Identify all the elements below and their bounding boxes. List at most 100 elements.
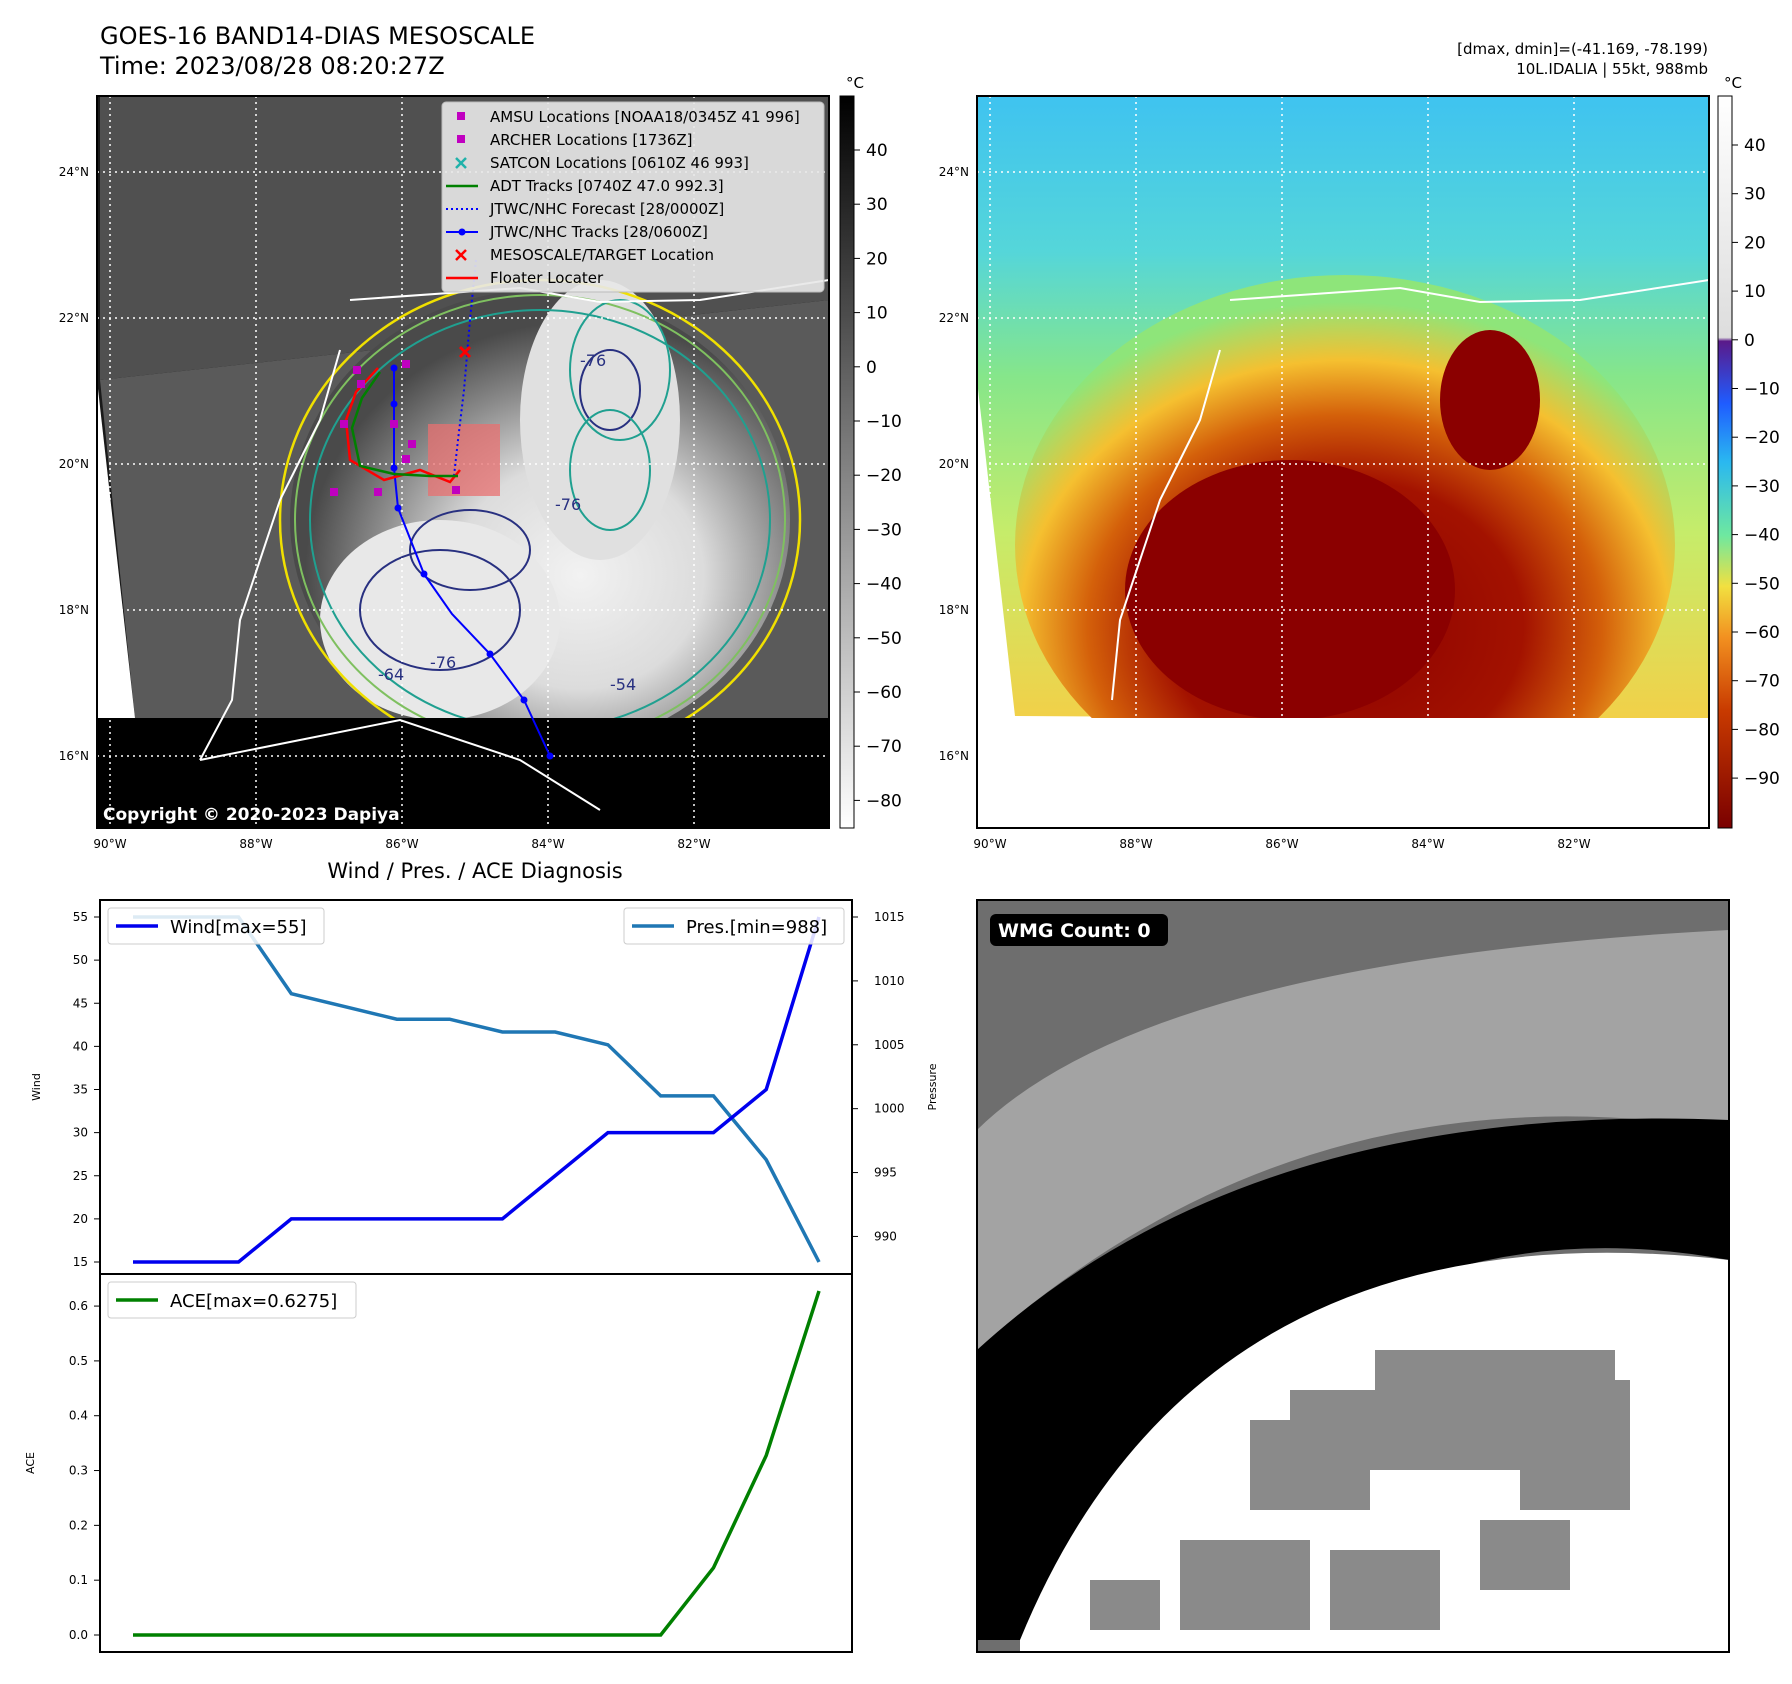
lat-label: 18°N — [939, 603, 969, 617]
lon-label: 90°W — [93, 837, 126, 851]
wmg-count-label: WMG Count: 0 — [998, 920, 1151, 942]
pressure-tick-label: 1005 — [874, 1038, 905, 1052]
contour-label: -54 — [610, 675, 636, 694]
lat-label: 22°N — [939, 311, 969, 325]
pressure-tick-label: 1000 — [874, 1102, 905, 1116]
wind-tick-label: 25 — [73, 1169, 88, 1183]
lat-label: 24°N — [939, 165, 969, 179]
colorbar-tick-label: −10 — [866, 412, 902, 432]
colorbar-tick-label: −60 — [866, 683, 902, 703]
ace-tick-label: 0.0 — [69, 1628, 88, 1642]
colorbar-tick-label: −90 — [1744, 769, 1780, 789]
pressure-tick-label: 995 — [874, 1166, 897, 1180]
colorbar-tick-label: −20 — [866, 466, 902, 486]
wmg-panel: WMG Count: 0 — [976, 899, 1730, 1653]
colorbar-tick-label: 10 — [1744, 282, 1766, 302]
pressure-axis-label: Pressure — [926, 1063, 939, 1110]
map-legend: AMSU Locations [NOAA18/0345Z 41 996] ARCH… — [441, 101, 825, 293]
ir-color-map — [977, 96, 1709, 828]
legend-marker — [455, 157, 467, 169]
legend-item: SATCON Locations [0610Z 46 993] — [455, 154, 749, 172]
lon-label: 82°W — [677, 837, 710, 851]
colorbar-unit: °C — [1724, 74, 1742, 92]
lon-label: 86°W — [1265, 837, 1298, 851]
ace-tick-label: 0.4 — [69, 1409, 88, 1423]
lat-label: 22°N — [59, 311, 89, 325]
lon-label: 88°W — [239, 837, 272, 851]
legend-label: MESOSCALE/TARGET Location — [490, 246, 714, 264]
figure-title: GOES-16 BAND14-DIAS MESOSCALE — [100, 22, 535, 50]
colorbar-tick-label: −80 — [1744, 720, 1780, 740]
colorbar-tick-label: −40 — [866, 575, 902, 595]
ir-gray-map: -76 -76 -76 -64 -54 Copyright © 2020-202… — [97, 96, 829, 828]
colorbar-tick-label: 20 — [866, 249, 888, 269]
legend-label: SATCON Locations [0610Z 46 993] — [490, 154, 749, 172]
ace-tick-label: 0.6 — [69, 1299, 88, 1313]
ace-line — [133, 1290, 821, 1637]
lat-label: 20°N — [59, 457, 89, 471]
dmax-dmin-label: [dmax, dmin]=(-41.169, -78.199) — [1457, 40, 1708, 58]
lat-label: 24°N — [59, 165, 89, 179]
legend-item: ADT Tracks [0740Z 47.0 992.3] — [446, 177, 724, 195]
lon-label: 88°W — [1119, 837, 1152, 851]
legend-item: JTWC/NHC Tracks [28/0600Z] — [446, 223, 708, 241]
colorbar-tick-label: −10 — [1744, 380, 1780, 400]
wind-tick-label: 45 — [73, 996, 88, 1010]
legend-item: AMSU Locations [NOAA18/0345Z 41 996] — [457, 108, 800, 126]
colorbar-tick-label: −50 — [1744, 574, 1780, 594]
lon-label: 82°W — [1557, 837, 1590, 851]
ace-tick-label: 0.5 — [69, 1354, 88, 1368]
colorbar-tick-label: 20 — [1744, 233, 1766, 253]
wind-tick-label: 50 — [73, 953, 88, 967]
wind-line — [133, 916, 821, 1264]
contour-label: -64 — [378, 665, 404, 684]
pressure-tick-label: 1015 — [874, 910, 905, 924]
legend-item: MESOSCALE/TARGET Location — [455, 246, 714, 264]
colorbar-tick-label: 0 — [866, 358, 877, 378]
colorbar-tick-label: −70 — [866, 737, 902, 757]
colorbar-gray: °C 40 30 20 10 0 −10 −20 −30 −40 −50 −60 −70 −80 — [839, 74, 902, 829]
wind-tick-label: 20 — [73, 1212, 88, 1226]
lat-label: 16°N — [59, 749, 89, 763]
ace-tick-label: 0.1 — [69, 1573, 88, 1587]
colorbar-tick-label: −60 — [1744, 623, 1780, 643]
lat-label: 20°N — [939, 457, 969, 471]
colorbar-tick-label: 40 — [866, 141, 888, 161]
colorbar-tick-label: −50 — [866, 629, 902, 649]
legend-item: ARCHER Locations [1736Z] — [457, 131, 693, 149]
legend-label: JTWC/NHC Forecast [28/0000Z] — [489, 200, 724, 218]
ace-legend: ACE[max=0.6275] — [107, 1281, 357, 1319]
colorbar-tick-label: −70 — [1744, 672, 1780, 692]
colorbar-unit: °C — [846, 74, 864, 92]
legend-marker — [455, 249, 467, 261]
contour-label: -76 — [555, 495, 581, 514]
pressure-legend: Pres.[min=988] — [623, 907, 845, 945]
colorbar-tick-label: −30 — [1744, 477, 1780, 497]
colorbar-color: °C 40 30 20 10 0 −10 −20 −30 −40 −50 −60 −70 −80 −90 — [1717, 74, 1780, 829]
pressure-tick-label: 990 — [874, 1229, 897, 1243]
ace-chart: 0.6 0.5 0.4 0.3 0.2 0.1 0.0 ACE ACE[max=0.6275… — [24, 1273, 853, 1653]
storm-info-label: 10L.IDALIA | 55kt, 988mb — [1516, 60, 1708, 78]
wind-tick-label: 35 — [73, 1083, 88, 1097]
legend-item: JTWC/NHC Forecast [28/0000Z] — [446, 200, 724, 218]
wind-tick-label: 40 — [73, 1039, 88, 1053]
wind-axis-label: Wind — [30, 1073, 43, 1101]
ace-axis-label: ACE — [24, 1452, 37, 1474]
colorbar-tick-label: 10 — [866, 304, 888, 324]
pressure-legend-label: Pres.[min=988] — [686, 917, 827, 938]
legend-item: Floater Locater — [446, 269, 604, 287]
contour-label: -76 — [580, 351, 606, 370]
wind-tick-label: 55 — [73, 910, 88, 924]
legend-label: ADT Tracks [0740Z 47.0 992.3] — [490, 177, 724, 195]
copyright: Copyright © 2020-2023 Dapiya — [103, 805, 400, 825]
lat-label: 16°N — [939, 749, 969, 763]
legend-marker — [457, 112, 465, 120]
chart-title: Wind / Pres. / ACE Diagnosis — [327, 859, 622, 883]
ace-tick-label: 0.3 — [69, 1464, 88, 1478]
lon-label: 90°W — [973, 837, 1006, 851]
wind-tick-label: 30 — [73, 1126, 88, 1140]
wind-legend: Wind[max=55] — [107, 907, 325, 945]
colorbar-tick-label: 30 — [1744, 185, 1766, 205]
lon-label: 84°W — [1411, 837, 1444, 851]
